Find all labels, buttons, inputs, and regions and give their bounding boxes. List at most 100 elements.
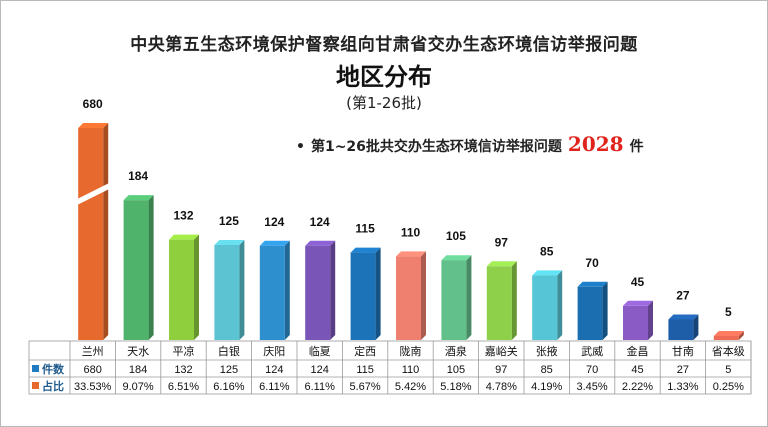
count-cell-15: 5	[725, 364, 731, 376]
bar-7	[350, 252, 376, 340]
share-row-label: 占比	[42, 379, 64, 393]
bar-14	[668, 319, 694, 340]
bar-5	[259, 245, 285, 340]
bar-top-11	[532, 270, 563, 276]
bar-top-10	[486, 261, 517, 267]
category-label-15: 省本级	[712, 344, 745, 358]
share-cell-13: 2.22%	[622, 381, 653, 393]
category-label-12: 武威	[581, 345, 603, 358]
count-cell-8: 110	[402, 364, 420, 376]
chart-batch-range: (第1-26批)	[346, 94, 422, 112]
count-cell-9: 105	[447, 364, 465, 376]
value-label-5: 124	[264, 215, 284, 229]
chart-subtitle: 地区分布	[336, 63, 432, 91]
category-label-11: 张掖	[536, 344, 558, 358]
bar-side-3	[194, 234, 199, 340]
count-cell-4: 125	[220, 364, 238, 376]
value-label-13: 45	[631, 275, 645, 289]
bar-top-9	[441, 255, 472, 261]
bar-side-1	[103, 123, 109, 340]
summary-bullet: •	[296, 139, 305, 155]
count-row-label: 件数	[42, 362, 65, 376]
bar-1	[78, 128, 104, 340]
share-cell-4: 6.16%	[213, 381, 244, 393]
bar-side-13	[648, 300, 653, 340]
count-cell-13: 45	[631, 364, 643, 376]
value-label-1: 680	[83, 97, 103, 111]
bar-12	[577, 286, 603, 340]
category-label-4: 白银	[218, 344, 240, 358]
summary-line: • 第1~26批共交办生态环境信访举报问题 2028 件	[296, 132, 644, 156]
share-cell-1: 33.53%	[74, 381, 112, 393]
value-label-3: 132	[173, 209, 193, 223]
bar-side-4	[239, 240, 245, 340]
bar-side-7	[375, 247, 381, 340]
value-label-14: 27	[676, 288, 690, 302]
chart-title: 中央第五生态环境保护督察组向甘肃省交办生态环境信访举报问题	[130, 35, 638, 55]
value-label-11: 85	[540, 244, 554, 258]
count-cell-11: 85	[541, 364, 553, 376]
category-label-3: 平凉	[173, 344, 195, 358]
category-label-5: 庆阳	[263, 344, 285, 358]
value-label-2: 184	[128, 169, 148, 183]
category-label-7: 定西	[354, 344, 376, 358]
bar-top-3	[169, 234, 199, 240]
bar-side-9	[466, 255, 472, 340]
bar-15	[713, 336, 739, 340]
share-cell-7: 5.67%	[349, 381, 380, 393]
bar-4	[214, 245, 240, 340]
bar-top-1	[78, 123, 109, 128]
value-label-12: 70	[585, 256, 599, 270]
count-cell-3: 132	[174, 364, 192, 376]
bar-13	[623, 305, 648, 340]
count-cell-14: 27	[677, 364, 689, 376]
bar-top-12	[577, 281, 608, 287]
share-cell-11: 4.19%	[531, 381, 562, 393]
value-label-15: 5	[725, 305, 732, 319]
category-label-8: 陇南	[400, 344, 422, 358]
bar-side-6	[330, 240, 336, 340]
axis-break-mark	[75, 182, 112, 206]
summary-text: 第1~26批共交办生态环境信访举报问题	[310, 139, 562, 155]
share-cell-2: 9.07%	[122, 381, 153, 393]
bar-side-15	[738, 331, 744, 340]
category-label-2: 天水	[127, 345, 149, 358]
bar-side-10	[511, 261, 517, 340]
bar-top-6	[305, 240, 336, 246]
count-cell-7: 115	[356, 364, 374, 376]
share-cell-10: 4.78%	[486, 381, 517, 393]
category-label-10: 嘉峪关	[485, 344, 518, 358]
bar-side-5	[284, 240, 290, 340]
share-cell-15: 0.25%	[713, 381, 744, 393]
bar-side-2	[148, 195, 154, 340]
bar-top-2	[123, 195, 154, 201]
share-cell-14: 1.33%	[667, 381, 698, 393]
value-label-7: 115	[355, 222, 375, 236]
bar-top-4	[214, 240, 245, 245]
share-cell-8: 5.42%	[395, 381, 426, 393]
value-label-8: 110	[401, 225, 421, 239]
bar-6	[305, 245, 331, 340]
category-label-13: 金昌	[627, 344, 649, 358]
summary-unit: 件	[629, 139, 644, 155]
bar-9	[441, 260, 467, 340]
category-label-9: 酒泉	[445, 344, 467, 358]
share-cell-3: 6.51%	[168, 381, 199, 393]
bar-8	[396, 256, 421, 340]
bar-top-7	[350, 247, 381, 253]
bar-top-13	[623, 300, 653, 306]
category-label-6: 临夏	[309, 344, 331, 358]
count-cell-10: 97	[495, 364, 507, 376]
share-cell-12: 3.45%	[576, 381, 607, 393]
count-cell-2: 184	[129, 364, 147, 376]
bar-side-8	[421, 251, 426, 340]
value-label-10: 97	[495, 235, 509, 249]
share-cell-5: 6.11%	[259, 381, 290, 393]
bar-3	[169, 239, 194, 340]
bar-11	[532, 275, 558, 340]
bar-10	[486, 266, 512, 340]
bar-side-11	[557, 270, 563, 340]
bar-side-12	[602, 281, 608, 340]
count-legend-swatch	[32, 365, 39, 372]
share-cell-6: 6.11%	[305, 381, 336, 393]
